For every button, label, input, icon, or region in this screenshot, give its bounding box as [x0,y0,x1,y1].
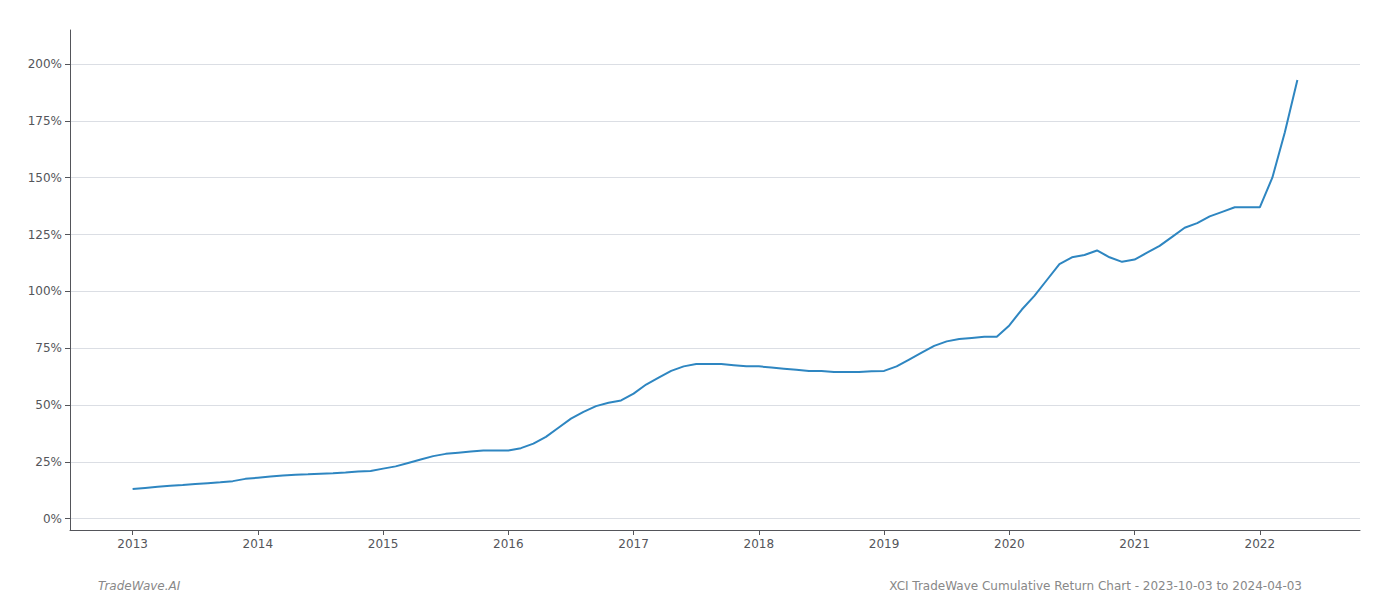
svg-text:150%: 150% [28,171,62,185]
svg-text:2018: 2018 [744,537,775,551]
svg-text:200%: 200% [28,57,62,71]
svg-text:2022: 2022 [1245,537,1276,551]
svg-text:TradeWave.AI: TradeWave.AI [98,579,181,593]
svg-text:2014: 2014 [243,537,274,551]
svg-text:125%: 125% [28,228,62,242]
svg-text:50%: 50% [35,398,62,412]
svg-text:2015: 2015 [368,537,399,551]
svg-text:175%: 175% [28,114,62,128]
svg-text:2021: 2021 [1119,537,1150,551]
svg-text:0%: 0% [43,512,62,526]
svg-text:25%: 25% [35,455,62,469]
svg-text:2020: 2020 [994,537,1025,551]
svg-text:2013: 2013 [117,537,148,551]
svg-text:2017: 2017 [618,537,649,551]
svg-text:75%: 75% [35,341,62,355]
svg-text:100%: 100% [28,284,62,298]
svg-text:2016: 2016 [493,537,524,551]
svg-text:XCI TradeWave Cumulative Retur: XCI TradeWave Cumulative Return Chart - … [889,579,1302,593]
svg-text:2019: 2019 [869,537,900,551]
